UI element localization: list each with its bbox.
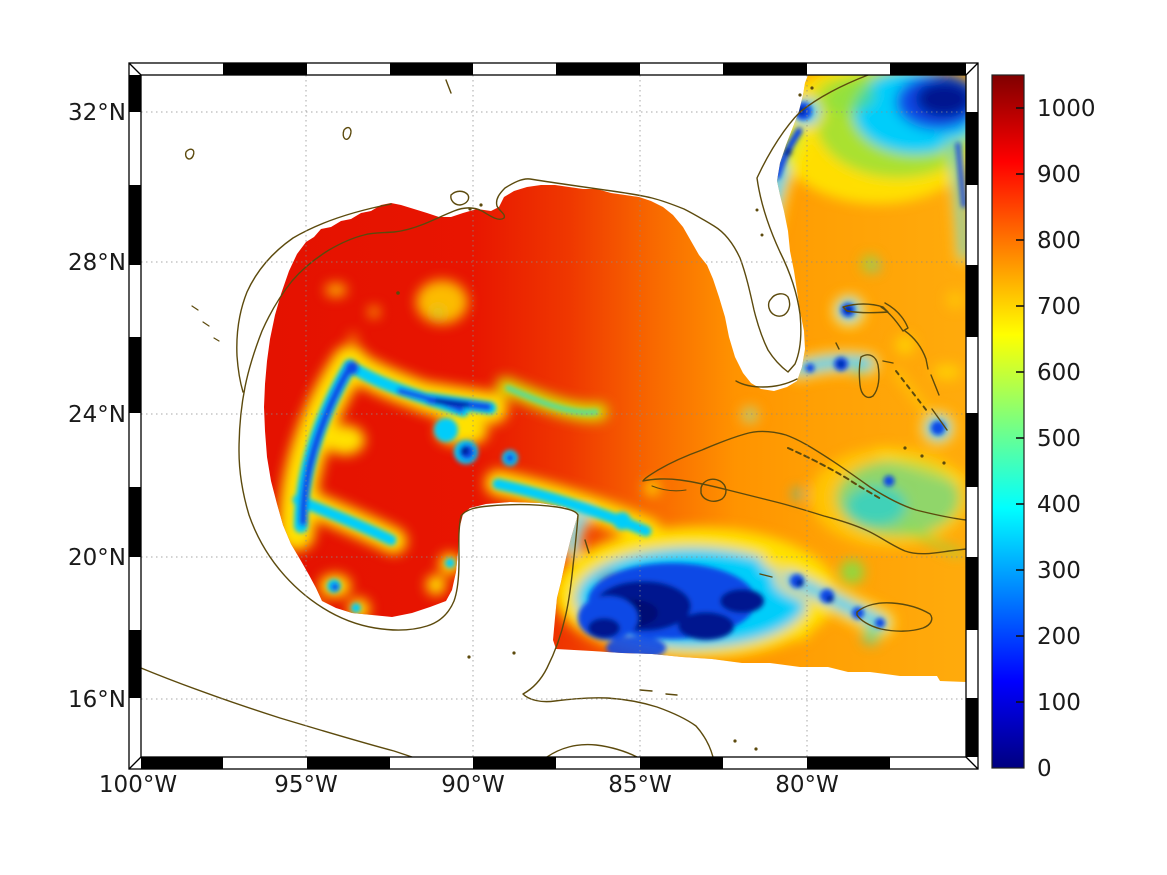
small-islet-dots: [396, 86, 946, 751]
frame-black-segments: [129, 63, 978, 769]
colorbar: 1000 900 800 700 600 500 400 300 200 100…: [991, 74, 1096, 782]
graticule-gridlines: [141, 75, 966, 757]
inland-island-1: [184, 148, 195, 160]
cbar-label-300: 300: [1037, 558, 1081, 584]
lake-pontchartrain: [450, 190, 470, 206]
lat-tick-16n: 16°N: [68, 687, 126, 713]
lon-tick-80w: 80°W: [775, 772, 839, 798]
lat-tick-28n: 28°N: [68, 250, 126, 276]
cayman-islands: [759, 573, 773, 578]
texas-inland-lakes: [191, 305, 220, 342]
jamaica-coastline: [856, 602, 933, 632]
lat-tick-32n: 32°N: [68, 100, 126, 126]
florida-keys: [735, 378, 798, 388]
cbar-label-400: 400: [1037, 492, 1081, 518]
cbar-label-600: 600: [1037, 360, 1081, 386]
cbar-label-700: 700: [1037, 294, 1081, 320]
lat-tick-20n: 20°N: [68, 545, 126, 571]
colorbar-tick-labels: 1000 900 800 700 600 500 400 300 200 100…: [1037, 96, 1096, 782]
abaco: [880, 302, 909, 332]
lon-tick-85w: 85°W: [608, 772, 672, 798]
frame-outlines: [128, 62, 979, 770]
central-america-coast-arc: [546, 743, 638, 758]
coastlines: [140, 74, 967, 758]
lon-tick-95w: 95°W: [274, 772, 338, 798]
inland-island-2: [342, 126, 352, 140]
mainland-coastline: [238, 74, 869, 758]
lat-tick-24n: 24°N: [68, 402, 126, 428]
cuba-inner-wiggle: [651, 485, 687, 492]
cbar-label-0: 0: [1037, 756, 1052, 782]
lake-okeechobee: [767, 293, 791, 317]
cbar-label-500: 500: [1037, 426, 1081, 452]
cuba-north-cays: [787, 447, 882, 500]
honduras-islands: [639, 689, 678, 696]
georgia-river: [445, 79, 452, 94]
map-frame: [128, 62, 979, 770]
cozumel: [584, 539, 590, 554]
longitude-axis: 100°W 95°W 90°W 85°W 80°W: [99, 772, 839, 798]
cbar-label-200: 200: [1037, 624, 1081, 650]
latitude-axis: 32°N 28°N 24°N 20°N 16°N: [68, 100, 126, 713]
cbar-label-100: 100: [1037, 690, 1081, 716]
bimini: [835, 342, 840, 350]
new-providence: [882, 360, 894, 364]
eleuthera: [904, 330, 929, 370]
long-island-bahamas: [931, 408, 948, 431]
isle-of-youth: [700, 478, 727, 502]
exuma-cays: [895, 370, 928, 412]
colorbar-gradient: [991, 74, 1025, 769]
cat-island: [930, 374, 940, 396]
cbar-label-1000: 1000: [1037, 96, 1096, 122]
colorbar-ticks: [1016, 107, 1024, 703]
andros: [858, 354, 880, 399]
pacific-coastline: [140, 667, 413, 758]
cbar-label-900: 900: [1037, 162, 1081, 188]
cbar-label-800: 800: [1037, 228, 1081, 254]
lon-tick-100w: 100°W: [99, 772, 177, 798]
lon-tick-90w: 90°W: [441, 772, 505, 798]
cuba-coastline: [642, 430, 967, 555]
texas-barrier-islands: [236, 203, 392, 393]
